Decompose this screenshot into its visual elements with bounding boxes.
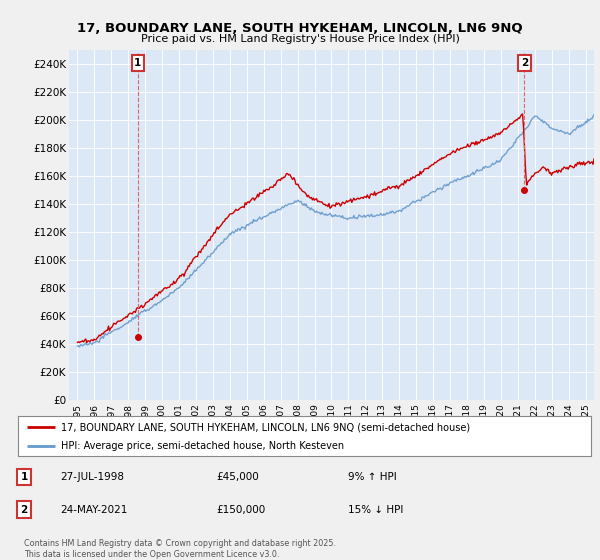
Text: Price paid vs. HM Land Registry's House Price Index (HPI): Price paid vs. HM Land Registry's House … <box>140 34 460 44</box>
Text: HPI: Average price, semi-detached house, North Kesteven: HPI: Average price, semi-detached house,… <box>61 441 344 451</box>
Text: Contains HM Land Registry data © Crown copyright and database right 2025.
This d: Contains HM Land Registry data © Crown c… <box>24 539 336 559</box>
Text: 9% ↑ HPI: 9% ↑ HPI <box>348 472 397 482</box>
Text: £45,000: £45,000 <box>216 472 259 482</box>
Text: 1: 1 <box>20 472 28 482</box>
Text: £150,000: £150,000 <box>216 505 265 515</box>
Text: 2: 2 <box>20 505 28 515</box>
Text: 15% ↓ HPI: 15% ↓ HPI <box>348 505 403 515</box>
Text: 2: 2 <box>521 58 528 68</box>
Text: 27-JUL-1998: 27-JUL-1998 <box>60 472 124 482</box>
Text: 17, BOUNDARY LANE, SOUTH HYKEHAM, LINCOLN, LN6 9NQ (semi-detached house): 17, BOUNDARY LANE, SOUTH HYKEHAM, LINCOL… <box>61 422 470 432</box>
Text: 1: 1 <box>134 58 142 68</box>
Text: 17, BOUNDARY LANE, SOUTH HYKEHAM, LINCOLN, LN6 9NQ: 17, BOUNDARY LANE, SOUTH HYKEHAM, LINCOL… <box>77 22 523 35</box>
Text: 24-MAY-2021: 24-MAY-2021 <box>60 505 127 515</box>
